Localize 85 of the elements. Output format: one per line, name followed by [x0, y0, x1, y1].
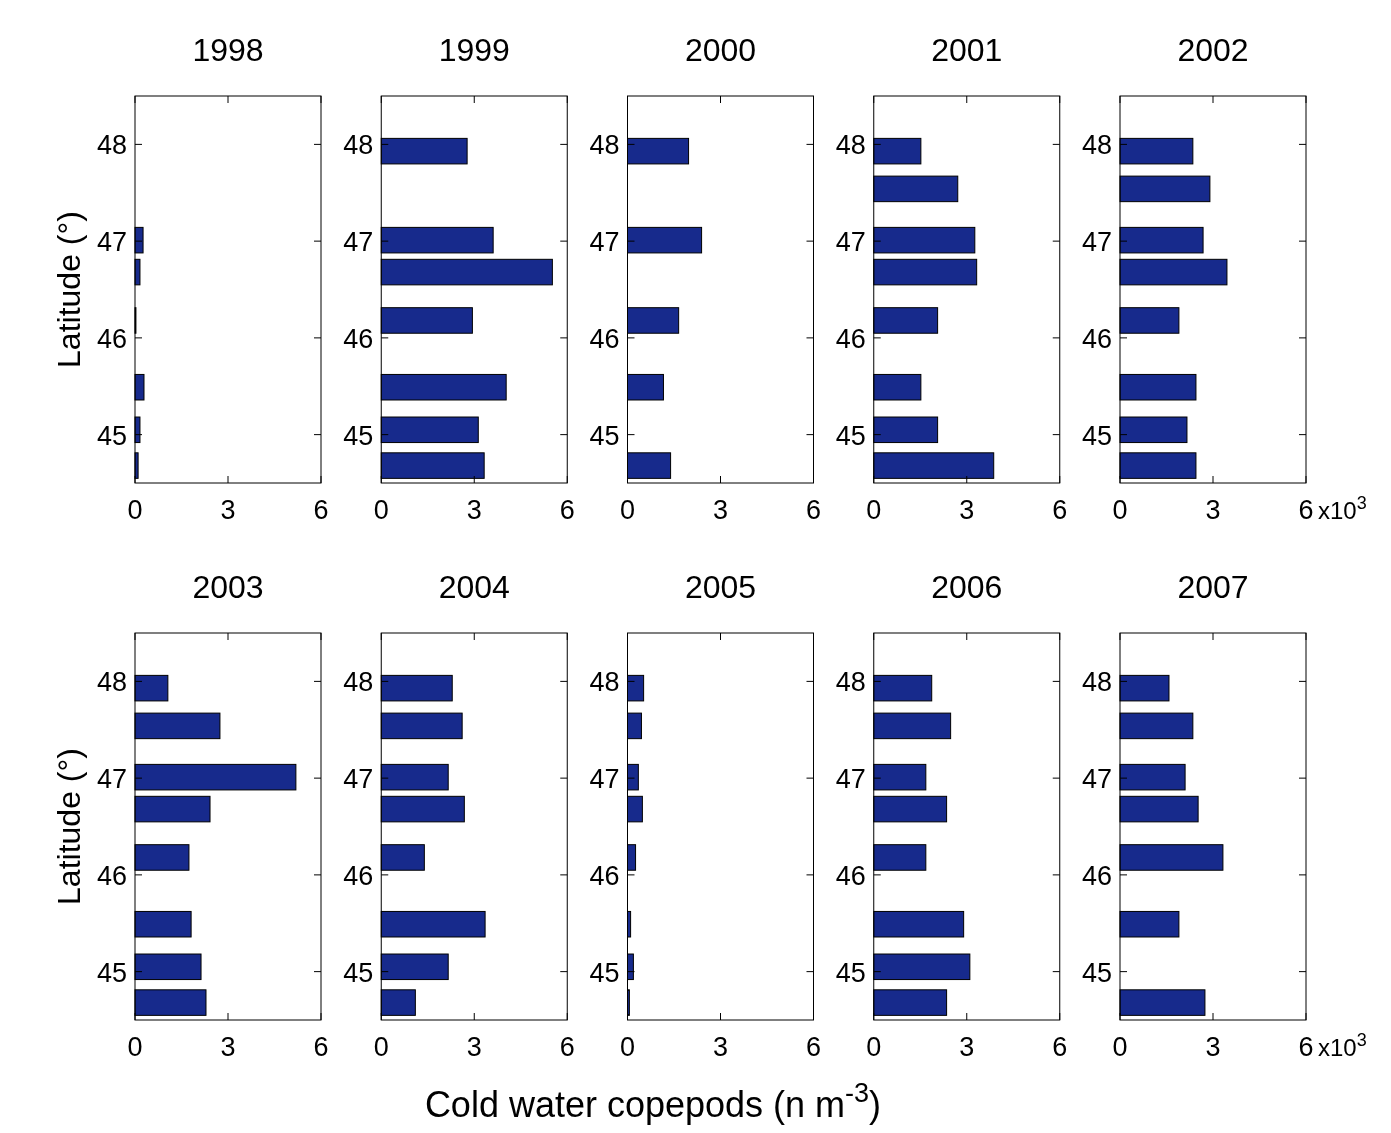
x-tick-label: 0 [1112, 495, 1128, 525]
y-axis-title: Latitude (°) [51, 211, 87, 368]
y-tick-label: 45 [835, 420, 866, 451]
y-tick-label: 47 [589, 227, 620, 258]
x-tick-label: 3 [959, 495, 975, 525]
y-tick-label: 46 [589, 860, 620, 891]
x-tick-label: 3 [1205, 495, 1221, 525]
y-tick-label: 47 [1081, 227, 1112, 258]
x-axis-title: Cold water copepods (n m$^{-3}$) [424, 1078, 882, 1125]
y-tick-label: 46 [1081, 860, 1112, 891]
y-tick-label: 45 [96, 957, 127, 988]
y-tick-label: 48 [343, 130, 374, 161]
chart-title: 2002 [1177, 32, 1249, 68]
y-tick-label: 47 [343, 764, 374, 795]
y-tick-label: 48 [835, 130, 866, 161]
y-tick-label: 45 [835, 957, 866, 988]
x-tick-label: 3 [466, 1032, 482, 1062]
y-tick-label: 46 [343, 860, 374, 891]
y-tick-label: 48 [589, 667, 620, 698]
x-tick-label: 6 [559, 1032, 575, 1062]
x-tick-label: 3 [220, 1032, 236, 1062]
x-tick-label: 0 [1112, 1032, 1128, 1062]
chart-title: 2005 [684, 569, 757, 605]
x-tick-label: 6 [1298, 1032, 1314, 1062]
y-tick-label: 46 [96, 860, 127, 891]
y-axis-title: Latitude (°) [51, 748, 87, 905]
y-tick-label: 47 [835, 227, 866, 258]
y-tick-label: 45 [343, 957, 374, 988]
chart-title: 2000 [684, 32, 757, 68]
y-tick-label: 47 [96, 764, 127, 795]
x-tick-label: 0 [619, 495, 636, 525]
x-tick-label: 6 [313, 495, 329, 525]
chart-title: 2006 [931, 569, 1003, 605]
y-tick-label: 45 [589, 420, 620, 451]
y-tick-label: 48 [96, 667, 127, 698]
chart-title: 2004 [438, 569, 510, 605]
chart-title: 1999 [438, 32, 510, 68]
x-tick-label: 6 [313, 1032, 329, 1062]
x-tick-label: 0 [866, 1032, 882, 1062]
y-tick-label: 47 [96, 227, 127, 258]
x-tick-label: 3 [712, 1032, 729, 1062]
x-tick-label: 0 [127, 1032, 143, 1062]
y-tick-label: 48 [835, 667, 866, 698]
y-tick-label: 45 [589, 957, 620, 988]
y-tick-label: 46 [835, 323, 866, 354]
x-tick-label: 3 [712, 495, 729, 525]
y-tick-label: 48 [96, 130, 127, 161]
y-tick-label: 47 [343, 227, 374, 258]
chart-title: 2001 [931, 32, 1003, 68]
y-tick-label: 47 [589, 764, 620, 795]
x-tick-label: 3 [1205, 1032, 1221, 1062]
text: x10$^{3}$ [1318, 1030, 1367, 1061]
text: x10$^{3}$ [1318, 493, 1367, 524]
x-tick-label: 3 [959, 1032, 975, 1062]
x-tick-label: 0 [619, 1032, 636, 1062]
y-tick-label: 45 [1081, 420, 1112, 451]
x-tick-label: 0 [373, 1032, 389, 1062]
y-tick-label: 46 [589, 323, 620, 354]
y-tick-label: 47 [1081, 764, 1112, 795]
y-tick-label: 48 [589, 130, 620, 161]
y-tick-label: 48 [1081, 667, 1112, 698]
y-tick-label: 45 [343, 420, 374, 451]
x-tick-label: 6 [805, 495, 822, 525]
y-tick-label: 48 [343, 667, 374, 698]
y-tick-label: 45 [96, 420, 127, 451]
x-tick-label: 6 [805, 1032, 822, 1062]
y-tick-label: 46 [835, 860, 866, 891]
x-tick-label: 6 [1052, 495, 1068, 525]
x-tick-label: 3 [466, 495, 482, 525]
chart-title: 2007 [1177, 569, 1249, 605]
chart-title: 2003 [192, 569, 264, 605]
x-tick-label: 6 [1052, 1032, 1068, 1062]
y-tick-label: 46 [343, 323, 374, 354]
y-tick-label: 46 [1081, 323, 1112, 354]
y-tick-label: 48 [1081, 130, 1112, 161]
x-tick-label: 6 [1298, 495, 1314, 525]
chart-title: 1998 [192, 32, 264, 68]
x-tick-label: 3 [220, 495, 236, 525]
y-tick-label: 47 [835, 764, 866, 795]
y-tick-label: 45 [1081, 957, 1112, 988]
x-tick-label: 0 [866, 495, 882, 525]
x-tick-label: 6 [559, 495, 575, 525]
y-tick-label: 46 [96, 323, 127, 354]
x-tick-label: 0 [127, 495, 143, 525]
x-tick-label: 0 [373, 495, 389, 525]
